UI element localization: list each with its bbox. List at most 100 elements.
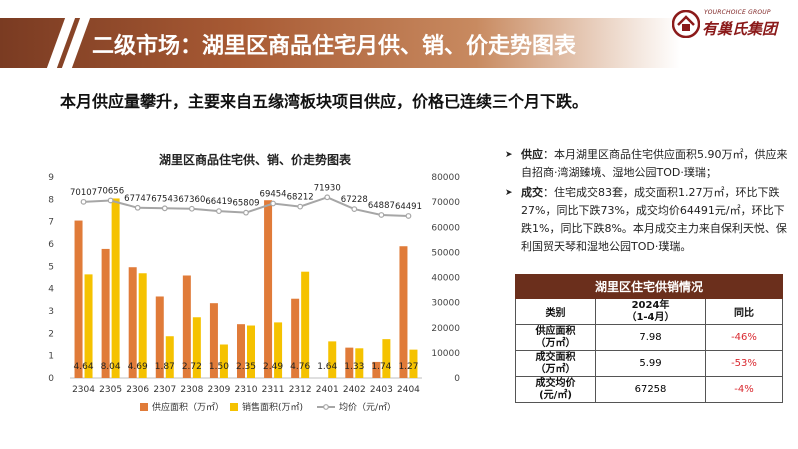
price-data-label: 71930 (314, 183, 341, 193)
supply-bar (101, 248, 110, 378)
x-tick-label: 2404 (397, 385, 420, 395)
arrow-icon: ➤ (505, 150, 513, 160)
x-tick-label: 2305 (99, 385, 122, 395)
price-data-label: 67228 (341, 195, 368, 205)
y-left-tick-label: 9 (48, 173, 54, 183)
bullet-label: 成交 (521, 186, 543, 199)
sales-bar (382, 339, 391, 378)
row-label: 供应面积 （万㎡） (515, 324, 596, 351)
supply-bar (399, 246, 408, 378)
price-point (297, 203, 304, 210)
price-point (188, 205, 195, 212)
price-point (107, 197, 114, 204)
price-data-label: 70656 (97, 186, 124, 196)
chart-title: 湖里区商品住宅供、销、价走势图表 (158, 153, 351, 167)
y-left-tick-label: 5 (48, 262, 54, 272)
price-data-label: 65809 (232, 199, 259, 209)
headline: 本月供应量攀升，主要来自五缘湾板块项目供应，价格已连续三个月下跌。 (60, 92, 589, 111)
supply-bar (209, 303, 218, 378)
table-header: 2024年 （1-4月） (595, 298, 706, 325)
sales-data-label: 1.87 (155, 362, 175, 372)
x-tick-label: 2304 (72, 385, 95, 395)
x-tick-label: 2308 (180, 385, 203, 395)
chart-svg: 0 1 2 3 4 5 6 7 8 9 0 10000 20000 30000 40000 50000 6000… (48, 173, 460, 413)
sales-bar (219, 344, 228, 378)
y-left-tick-label: 4 (48, 285, 54, 295)
row-value: 67258 (595, 376, 706, 403)
supply-sales-table: 湖里区住宅供销情况 类别 2024年 （1-4月） 同比 供应面积 （万㎡） 7… (515, 274, 783, 403)
chart: 湖里区商品住宅供、销、价走势图表 0 1 2 3 4 5 6 7 8 9 0 10000 20000 30… (30, 135, 480, 435)
x-tick-label: 2310 (235, 385, 258, 395)
sales-data-label: 2.35 (236, 362, 256, 372)
y-right-tick-label: 0 (454, 374, 460, 384)
sales-data-label: 4.76 (290, 362, 310, 372)
y-left-tick-label: 1 (48, 352, 54, 362)
y-right-tick-label: 80000 (431, 173, 460, 183)
x-tick-label: 2402 (343, 385, 366, 395)
supply-bar (345, 347, 354, 378)
x-tick-label: 2306 (126, 385, 149, 395)
row-yoy: -4% (705, 376, 783, 403)
sales-data-label: 1.74 (371, 362, 391, 372)
x-tick-label: 2309 (207, 385, 230, 395)
table-row: 供应面积 （万㎡） 7.98 -46% (515, 324, 783, 351)
row-label: 成交面积 （万㎡） (515, 350, 596, 377)
legend-sales-label: 销售面积(万㎡) (242, 401, 303, 413)
price-data-label: 67543 (151, 194, 178, 204)
table-title: 湖里区住宅供销情况 (515, 274, 783, 299)
y-right-tick-label: 10000 (431, 349, 460, 359)
legend-supply-swatch (140, 403, 148, 411)
supply-bar (372, 361, 381, 378)
y-left-tick-label: 3 (48, 307, 54, 317)
sales-bar (409, 349, 418, 378)
bullet-supply: ➤ 供应：本月湖里区商品住宅供应面积5.90万㎡，供应来自招商·湾湖臻境、湿地公… (505, 146, 790, 182)
y-left-tick-label: 7 (48, 218, 54, 228)
sales-bar (247, 325, 255, 378)
legend-price-label: 均价（元/㎡） (339, 401, 396, 413)
price-point (270, 200, 276, 207)
price-data-label: 64491 (395, 202, 422, 212)
sales-bar (138, 273, 147, 378)
x-tick-label: 2311 (262, 385, 285, 395)
bullet-deal: ➤ 成交：住宅成交83套，成交面积1.27万㎡，环比下跌27%，同比下跌73%，… (505, 184, 790, 256)
price-data-label: 69454 (260, 189, 287, 199)
bullet-text: ：住宅成交83套，成交面积1.27万㎡，环比下跌27%，同比下跌73%，成交均价… (521, 186, 787, 253)
supply-bar (74, 220, 83, 378)
sales-bar (165, 336, 174, 378)
x-tick-label: 2307 (153, 385, 176, 395)
summary-bullets: ➤ 供应：本月湖里区商品住宅供应面积5.90万㎡，供应来自招商·湾湖臻境、湿地公… (505, 146, 790, 258)
table-header: 同比 (705, 298, 783, 325)
sales-data-label: 8.04 (101, 362, 121, 372)
price-point (134, 204, 141, 211)
sales-data-label: 1.27 (398, 362, 418, 372)
price-data-label: 70107 (70, 188, 97, 198)
price-point (216, 208, 222, 215)
price-data-label: 68212 (287, 193, 314, 203)
y-left-tick-label: 6 (48, 240, 54, 250)
sales-data-label: 4.64 (74, 362, 94, 372)
header-band (0, 18, 680, 68)
supply-bar (264, 200, 273, 378)
sales-bar (111, 198, 120, 378)
legend-supply-label: 供应面积（万㎡） (152, 401, 224, 413)
logo-icon (672, 10, 700, 38)
sales-data-label: 2.72 (182, 362, 202, 372)
row-yoy: -46% (705, 324, 783, 351)
sales-bar (274, 322, 283, 378)
x-tick-label: 2401 (316, 385, 339, 395)
sales-data-label: 1.33 (344, 362, 364, 372)
row-value: 7.98 (595, 324, 706, 351)
y-right-tick-label: 50000 (431, 248, 460, 258)
sales-data-label: 2.49 (263, 362, 283, 372)
table-row: 成交面积 （万㎡） 5.99 -53% (515, 350, 783, 377)
price-point (324, 194, 331, 201)
supply-bar (182, 275, 191, 378)
x-tick-label: 2403 (370, 385, 393, 395)
price-point (80, 198, 87, 205)
page-title: 二级市场：湖里区商品住宅月供、销、价走势图表 (92, 34, 577, 59)
sales-bar (192, 317, 201, 378)
y-right-tick-label: 20000 (431, 324, 460, 334)
y-right-tick-label: 30000 (431, 299, 460, 309)
price-point (378, 212, 385, 218)
legend-price-marker (323, 404, 329, 410)
